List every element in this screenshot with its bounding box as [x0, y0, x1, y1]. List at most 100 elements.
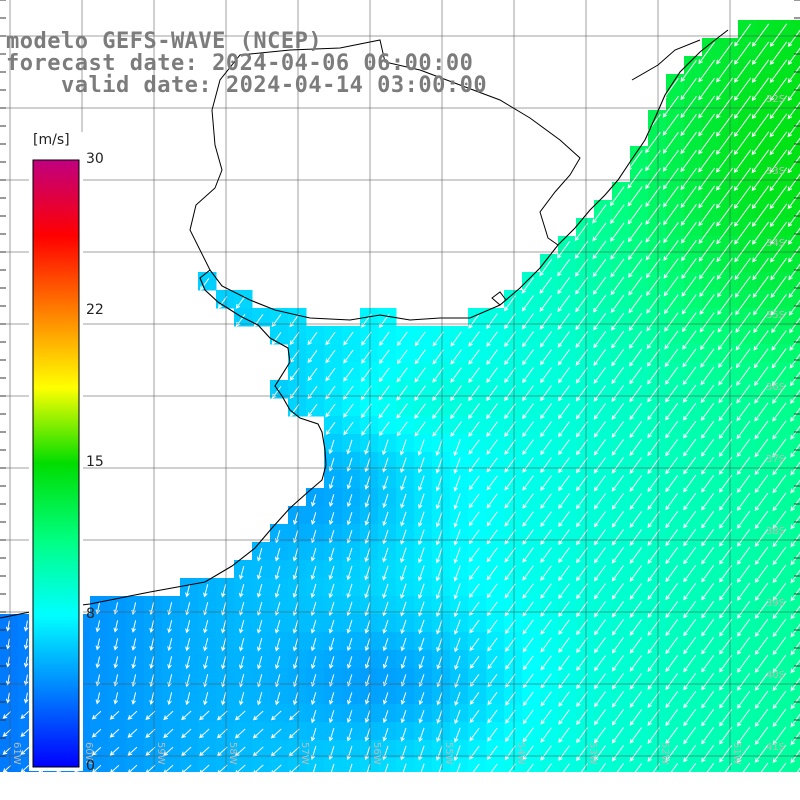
- wind-arrow: [788, 299, 800, 316]
- wind-arrow: [20, 747, 30, 756]
- wind-arrow: [487, 619, 498, 634]
- wind-arrow: [270, 710, 282, 721]
- wind-arrow: [790, 461, 800, 476]
- wind-arrow: [522, 547, 534, 563]
- wind-arrow: [109, 710, 120, 720]
- wind-arrow: [522, 565, 534, 581]
- wind-arrow: [787, 119, 800, 138]
- wind-arrow: [611, 565, 624, 582]
- wind-arrow: [436, 691, 443, 706]
- wind-arrow: [468, 565, 480, 581]
- wind-arrow: [364, 656, 371, 669]
- wind-arrow: [540, 565, 552, 581]
- wind-arrow: [540, 547, 552, 563]
- wind-arrow: [680, 113, 697, 137]
- wind-arrow: [328, 476, 335, 490]
- wind-arrow: [325, 331, 336, 346]
- wind-arrow: [540, 655, 552, 671]
- wind-arrow: [328, 619, 335, 634]
- wind-arrow: [790, 659, 800, 674]
- wind-arrow: [558, 601, 570, 618]
- wind-arrow: [181, 728, 192, 739]
- lat-label: 41S: [766, 742, 785, 753]
- wind-arrow: [752, 221, 770, 245]
- wind-arrow: [663, 258, 679, 279]
- wind-arrow: [736, 618, 751, 637]
- wind-arrow: [754, 546, 769, 566]
- wind-arrow: [769, 41, 788, 66]
- wind-arrow: [468, 547, 480, 563]
- wind-arrow: [540, 529, 552, 545]
- wind-arrow: [681, 240, 697, 262]
- wind-arrow: [346, 656, 353, 669]
- wind-arrow: [593, 691, 606, 708]
- wind-arrow: [611, 403, 625, 420]
- lat-label: 36S: [766, 382, 785, 393]
- wind-speed-cell: [792, 380, 800, 399]
- wind-arrow: [453, 745, 461, 762]
- wind-arrow: [382, 565, 389, 581]
- wind-arrow: [522, 601, 534, 617]
- wind-speed-cell: [792, 740, 800, 759]
- wind-arrow: [382, 692, 389, 705]
- wind-arrow: [752, 239, 770, 263]
- wind-arrow: [486, 601, 498, 617]
- wind-arrow: [364, 745, 371, 761]
- wind-arrow: [292, 583, 299, 599]
- wind-arrow: [629, 384, 643, 403]
- wind-arrow: [400, 565, 407, 582]
- wind-arrow: [682, 330, 697, 350]
- wind-arrow: [417, 511, 425, 528]
- wind-arrow: [414, 403, 426, 420]
- wind-arrow: [113, 692, 119, 705]
- wind-arrow: [127, 728, 138, 738]
- wind-arrow: [453, 439, 461, 457]
- wind-arrow: [343, 331, 354, 346]
- wind-arrow: [736, 564, 751, 583]
- wind-arrow: [109, 728, 120, 738]
- wind-arrow: [486, 331, 498, 347]
- colorbar-tick-15: 15: [86, 454, 104, 470]
- wind-arrow: [592, 276, 607, 295]
- wind-arrow: [540, 691, 552, 707]
- wind-arrow: [701, 708, 715, 727]
- wind-arrow: [396, 331, 408, 347]
- wind-arrow: [522, 439, 534, 455]
- wind-arrow: [364, 475, 371, 490]
- wind-arrow: [788, 263, 800, 281]
- wind-arrow: [787, 191, 800, 210]
- wind-arrow: [382, 745, 389, 761]
- wind-arrow: [382, 511, 389, 527]
- wind-arrow: [149, 692, 155, 706]
- wind-speed-cell: [792, 56, 800, 75]
- wind-arrow: [203, 584, 209, 598]
- wind-arrow: [468, 583, 480, 599]
- wind-arrow: [469, 637, 480, 652]
- wind-arrow: [593, 727, 606, 744]
- wind-arrow: [468, 529, 480, 545]
- wind-arrow: [487, 655, 498, 670]
- wind-arrow: [328, 656, 335, 669]
- wind-arrow: [95, 620, 101, 633]
- wind-arrow: [629, 727, 643, 744]
- wind-arrow: [468, 457, 480, 473]
- wind-arrow: [790, 407, 800, 422]
- wind-arrow: [790, 479, 800, 494]
- wind-arrow: [662, 167, 679, 190]
- wind-arrow: [418, 493, 425, 510]
- wind-speed-field: [0, 20, 800, 777]
- wind-arrow: [754, 474, 769, 494]
- wind-arrow: [736, 546, 751, 565]
- colorbar-tick-30: 30: [86, 151, 104, 167]
- wind-arrow: [733, 95, 752, 119]
- wind-arrow: [610, 258, 625, 278]
- wind-speed-cell: [792, 128, 800, 147]
- wind-arrow: [522, 421, 534, 438]
- wind-arrow: [127, 746, 138, 756]
- wind-arrow: [364, 439, 371, 455]
- wind-arrow: [435, 493, 443, 510]
- wind-arrow: [5, 638, 11, 650]
- wind-arrow: [364, 727, 371, 742]
- wind-arrow: [701, 672, 715, 691]
- wind-arrow: [753, 330, 769, 351]
